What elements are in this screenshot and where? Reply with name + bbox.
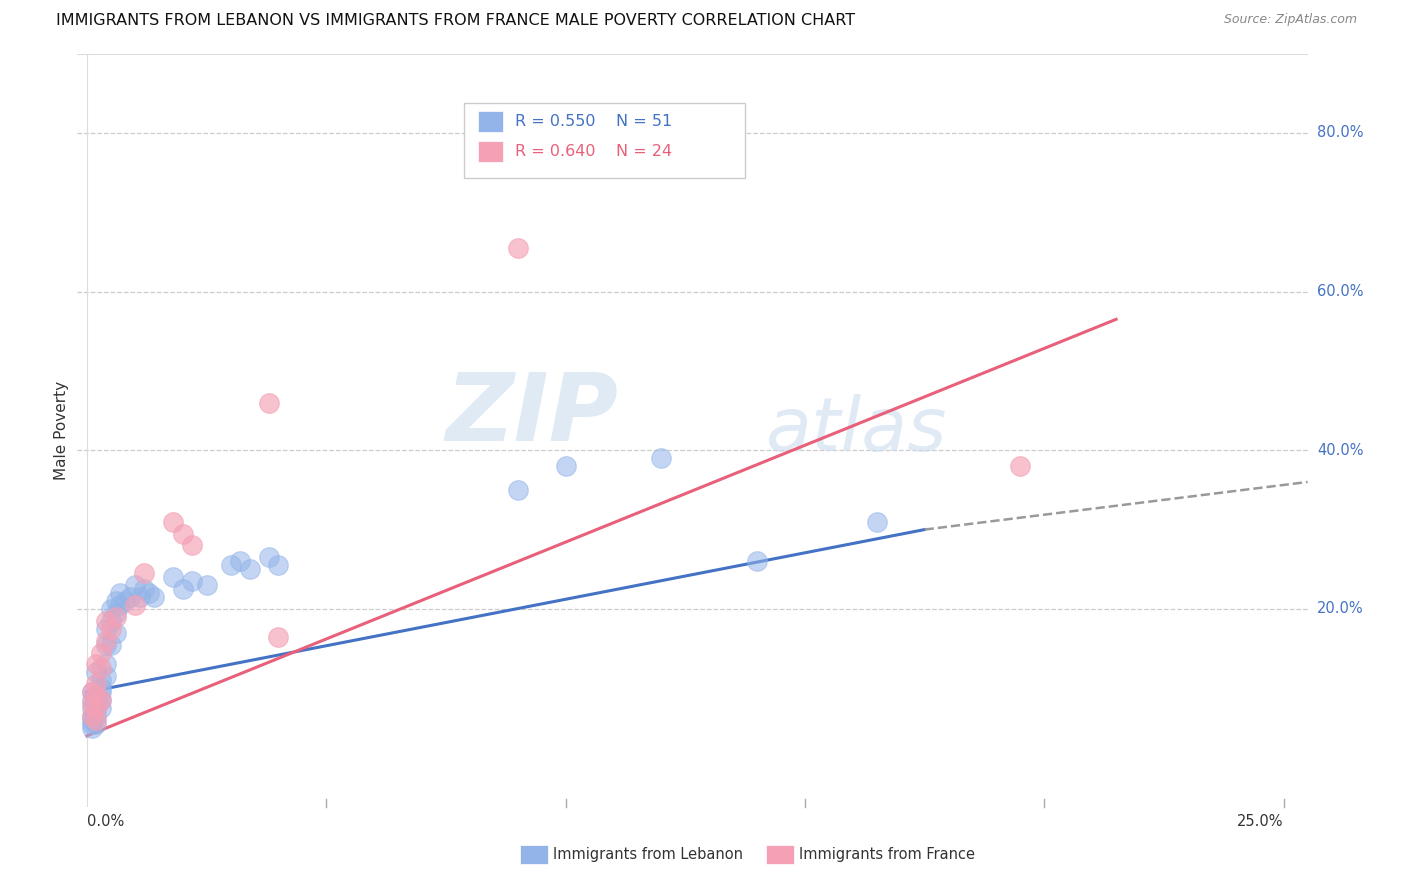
Point — [80, 685, 103, 699]
Text: R = 0.640    N = 24: R = 0.640 N = 24 — [515, 145, 672, 159]
Point — [80, 717, 103, 731]
Point — [134, 582, 156, 596]
Point — [86, 657, 108, 672]
Point — [94, 657, 117, 672]
Point — [80, 701, 103, 715]
Point — [90, 693, 112, 707]
Point — [86, 701, 108, 715]
Point — [134, 566, 156, 581]
Point — [239, 562, 262, 576]
Text: R = 0.550    N = 51: R = 0.550 N = 51 — [515, 114, 672, 128]
Point — [86, 697, 108, 711]
Point — [257, 550, 280, 565]
Point — [80, 685, 103, 699]
Point — [90, 685, 112, 699]
Point — [90, 693, 112, 707]
Point — [142, 590, 165, 604]
Point — [172, 582, 194, 596]
Point — [257, 395, 280, 409]
Point — [86, 689, 108, 703]
Point — [162, 570, 184, 584]
Point — [506, 483, 529, 497]
Point — [94, 633, 117, 648]
Text: Immigrants from France: Immigrants from France — [799, 847, 974, 862]
Point — [104, 606, 127, 620]
Point — [195, 578, 218, 592]
Point — [100, 602, 122, 616]
Point — [94, 614, 117, 628]
Point — [229, 554, 252, 568]
Point — [80, 721, 103, 735]
Point — [866, 515, 889, 529]
Y-axis label: Male Poverty: Male Poverty — [53, 381, 69, 480]
Text: 60.0%: 60.0% — [1317, 284, 1364, 299]
Point — [80, 697, 103, 711]
Point — [80, 713, 103, 727]
Point — [181, 574, 204, 589]
Point — [90, 646, 112, 660]
Point — [267, 630, 290, 644]
Point — [124, 598, 146, 612]
Point — [80, 709, 103, 723]
Text: 80.0%: 80.0% — [1317, 126, 1364, 140]
Point — [86, 677, 108, 691]
Text: atlas: atlas — [766, 394, 948, 467]
Text: 25.0%: 25.0% — [1237, 814, 1284, 829]
Point — [86, 713, 108, 727]
Point — [94, 669, 117, 683]
Point — [80, 693, 103, 707]
Text: 40.0%: 40.0% — [1317, 442, 1364, 458]
Point — [94, 622, 117, 636]
Text: IMMIGRANTS FROM LEBANON VS IMMIGRANTS FROM FRANCE MALE POVERTY CORRELATION CHART: IMMIGRANTS FROM LEBANON VS IMMIGRANTS FR… — [56, 13, 855, 29]
Point — [104, 625, 127, 640]
Point — [104, 594, 127, 608]
Point — [80, 709, 103, 723]
Point — [86, 701, 108, 715]
Point — [181, 538, 204, 552]
Text: ZIP: ZIP — [446, 369, 619, 461]
Text: 20.0%: 20.0% — [1317, 601, 1364, 616]
Point — [118, 590, 141, 604]
Point — [90, 673, 112, 688]
Point — [745, 554, 768, 568]
Point — [104, 610, 127, 624]
Point — [86, 709, 108, 723]
Point — [172, 526, 194, 541]
Point — [100, 614, 122, 628]
Point — [162, 515, 184, 529]
Point — [128, 590, 150, 604]
Point — [90, 661, 112, 675]
Point — [100, 638, 122, 652]
Point — [110, 598, 132, 612]
Point — [90, 681, 112, 696]
Point — [114, 594, 136, 608]
Point — [86, 665, 108, 680]
Point — [554, 459, 576, 474]
Point — [1010, 459, 1032, 474]
Point — [94, 638, 117, 652]
Point — [86, 689, 108, 703]
Text: Immigrants from Lebanon: Immigrants from Lebanon — [553, 847, 742, 862]
Point — [110, 586, 132, 600]
Point — [219, 558, 242, 573]
Point — [124, 578, 146, 592]
Point — [650, 451, 672, 466]
Text: 0.0%: 0.0% — [87, 814, 124, 829]
Point — [267, 558, 290, 573]
Text: Source: ZipAtlas.com: Source: ZipAtlas.com — [1223, 13, 1357, 27]
Point — [90, 701, 112, 715]
Point — [138, 586, 160, 600]
Point — [506, 241, 529, 255]
Point — [100, 622, 122, 636]
Point — [86, 717, 108, 731]
